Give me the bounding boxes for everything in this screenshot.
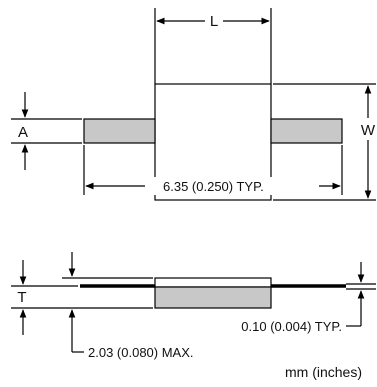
side-view bbox=[11, 252, 376, 353]
left-terminal bbox=[83, 118, 156, 144]
lead-spacing-label: 6.35 (0.250) TYP. bbox=[163, 179, 264, 194]
side-body-bottom bbox=[154, 286, 272, 309]
lead-thickness-label: 0.10 (0.004) TYP. bbox=[241, 319, 342, 334]
top-view bbox=[11, 8, 376, 201]
length-label: L bbox=[210, 13, 218, 30]
terminal-width-label: A bbox=[18, 124, 28, 141]
units-label: mm (inches) bbox=[285, 364, 362, 380]
right-terminal bbox=[270, 118, 343, 144]
side-view-labels: T 0.10 (0.004) TYP. 2.03 (0.080) MAX. bbox=[17, 289, 342, 360]
max-height-label: 2.03 (0.080) MAX. bbox=[88, 345, 194, 360]
top-view-labels: L A W 6.35 (0.250) TYP. bbox=[18, 13, 376, 195]
thickness-label: T bbox=[17, 289, 26, 306]
side-body-top bbox=[154, 277, 272, 288]
body-width-label: W bbox=[361, 122, 376, 139]
